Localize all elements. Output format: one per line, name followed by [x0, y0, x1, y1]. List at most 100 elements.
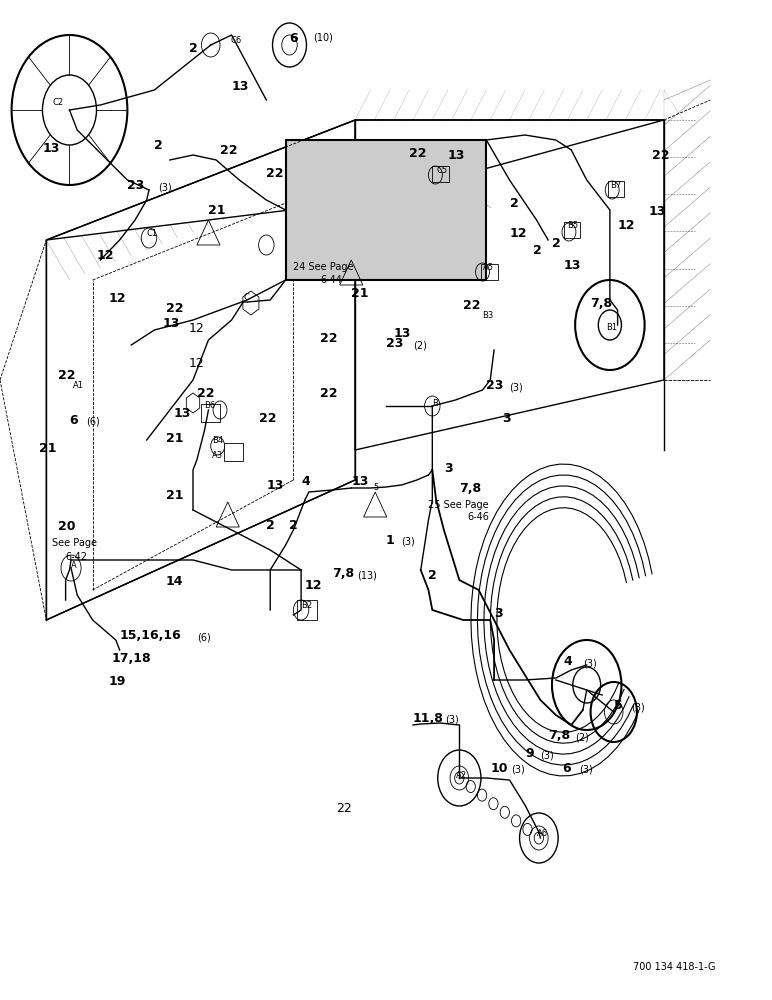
Text: A: A: [71, 561, 76, 570]
Text: 13: 13: [174, 407, 191, 420]
Text: 11,8: 11,8: [413, 712, 444, 725]
Text: 7,8: 7,8: [332, 567, 354, 580]
Text: 21: 21: [351, 287, 369, 300]
Text: (3): (3): [445, 715, 459, 725]
Text: 6: 6: [562, 762, 571, 775]
Text: 2: 2: [533, 244, 541, 257]
Text: 3: 3: [444, 462, 452, 475]
Text: B5: B5: [567, 221, 578, 230]
Text: C: C: [243, 293, 249, 302]
Text: 6: 6: [290, 32, 298, 45]
Text: 13: 13: [162, 317, 180, 330]
Text: 6: 6: [69, 414, 78, 427]
Text: (3): (3): [510, 382, 523, 392]
Text: 2: 2: [154, 139, 163, 152]
Text: 2: 2: [290, 519, 298, 532]
Text: 7,8: 7,8: [548, 729, 571, 742]
Text: A5: A5: [482, 263, 493, 272]
Text: 4: 4: [564, 655, 572, 668]
Text: C1: C1: [147, 229, 157, 238]
Text: B3: B3: [482, 311, 494, 320]
Bar: [201, 404, 220, 422]
Text: 22: 22: [320, 387, 338, 400]
Text: 22: 22: [336, 802, 351, 815]
Text: 12: 12: [189, 322, 205, 335]
Text: (3): (3): [511, 765, 525, 775]
Text: 1: 1: [386, 534, 394, 547]
Text: 5: 5: [614, 699, 622, 712]
Text: 22: 22: [197, 387, 215, 400]
Text: 2: 2: [428, 569, 437, 582]
Text: 12: 12: [305, 579, 323, 592]
Text: (3): (3): [583, 658, 597, 668]
Text: (6): (6): [86, 417, 100, 427]
Text: 24 See Page: 24 See Page: [293, 262, 354, 272]
Text: C6: C6: [230, 36, 242, 45]
Text: C5: C5: [436, 166, 447, 175]
Text: 13: 13: [564, 259, 581, 272]
Text: 22: 22: [320, 332, 338, 345]
Text: A3: A3: [212, 451, 223, 460]
Text: B2: B2: [301, 601, 312, 610]
Text: 2: 2: [189, 42, 198, 55]
Text: (3): (3): [158, 182, 172, 192]
Text: 2: 2: [510, 197, 518, 210]
Text: 13: 13: [232, 80, 249, 93]
Text: 6-42: 6-42: [66, 552, 87, 562]
Text: 13: 13: [648, 205, 666, 218]
Text: 22: 22: [463, 299, 481, 312]
Text: (10): (10): [313, 33, 333, 43]
Text: 22: 22: [220, 144, 238, 157]
Text: 7,8: 7,8: [591, 297, 613, 310]
Bar: [224, 443, 243, 461]
Text: 9: 9: [525, 747, 533, 760]
Text: (3): (3): [631, 702, 645, 712]
Text: 22: 22: [652, 149, 670, 162]
Text: 12: 12: [189, 357, 205, 370]
Text: (3): (3): [401, 537, 415, 547]
Text: B1: B1: [606, 323, 617, 332]
Text: (3): (3): [540, 750, 554, 760]
Text: 15,16,16: 15,16,16: [120, 629, 181, 642]
Text: 6-46: 6-46: [467, 512, 489, 522]
Text: (2): (2): [575, 732, 589, 742]
Text: 12: 12: [96, 249, 114, 262]
Text: B7: B7: [610, 181, 621, 190]
Text: 6-44: 6-44: [320, 275, 342, 285]
Text: 21: 21: [166, 432, 184, 445]
Text: B6: B6: [205, 401, 216, 410]
Text: 22: 22: [259, 412, 276, 425]
Text: A6: A6: [537, 829, 547, 838]
Text: 10: 10: [490, 762, 508, 775]
Polygon shape: [46, 120, 664, 240]
Text: 22: 22: [409, 147, 427, 160]
Text: 2: 2: [552, 237, 560, 250]
Text: (13): (13): [357, 570, 378, 580]
Text: (3): (3): [579, 765, 593, 775]
Bar: [608, 181, 624, 197]
Text: 17,18: 17,18: [112, 652, 151, 665]
Text: 23: 23: [486, 379, 504, 392]
Text: 20: 20: [58, 520, 76, 533]
Text: 14: 14: [166, 575, 184, 588]
Text: A1: A1: [73, 381, 84, 390]
Text: 13: 13: [42, 142, 60, 155]
Text: 700 134 418-1-G: 700 134 418-1-G: [633, 962, 716, 972]
Text: (2): (2): [413, 340, 427, 350]
Text: 3: 3: [494, 607, 503, 620]
Text: 21: 21: [208, 204, 226, 217]
Text: 3: 3: [502, 412, 510, 425]
Text: 2: 2: [266, 519, 275, 532]
Text: 23: 23: [386, 337, 404, 350]
Text: 19: 19: [108, 675, 126, 688]
Bar: [432, 166, 449, 182]
Text: 12: 12: [510, 227, 527, 240]
Text: C2: C2: [52, 98, 63, 107]
Text: 25 See Page: 25 See Page: [428, 500, 489, 510]
Text: 7,8: 7,8: [459, 482, 482, 495]
Text: See Page: See Page: [52, 538, 97, 548]
Text: 22: 22: [266, 167, 284, 180]
Text: 21: 21: [39, 442, 56, 455]
Bar: [286, 140, 486, 280]
Text: 22: 22: [166, 302, 184, 315]
